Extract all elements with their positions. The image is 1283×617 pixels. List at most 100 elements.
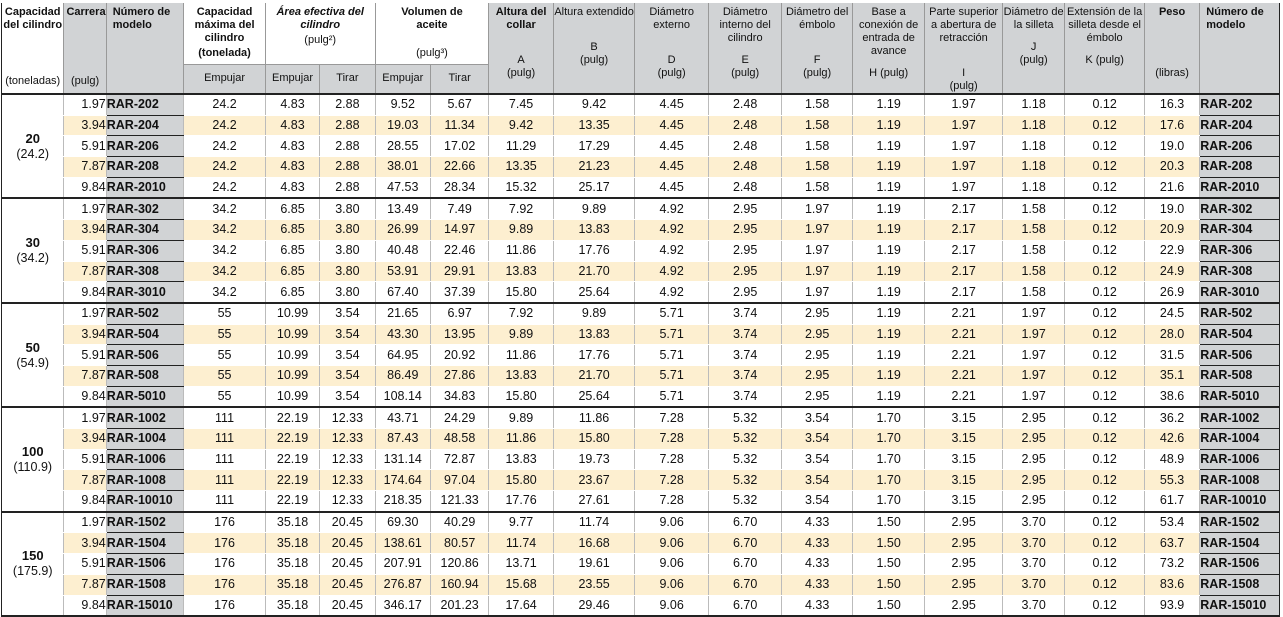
weight-cell: 20.3 (1143, 156, 1200, 178)
plunger-diameter-cell: 2.95 (781, 386, 853, 408)
table-row: 3.94 RAR-504 55 10.99 3.54 43.30 13.95 9.89 13.8… (2, 324, 1280, 346)
capacity-actual: (24.2) (16, 146, 50, 161)
area-push-cell: 35.18 (264, 532, 320, 555)
saddle-diameter-cell: 2.95 (1001, 406, 1065, 430)
weight-cell: 31.5 (1143, 344, 1200, 366)
header-oil-volume: Volumen de aceite (pulg³) (374, 3, 489, 65)
table-body: 20 (24.2) 1.97 RAR-202 24.2 4.83 2.88 9.52 5.67 7… (0, 92, 1280, 617)
collapsed-height-cell: 17.76 (488, 490, 554, 513)
volume-push-cell: 28.55 (374, 135, 431, 158)
retract-port-cell: 2.21 (924, 386, 1003, 408)
retract-port-cell: 2.17 (924, 240, 1003, 262)
plunger-diameter-cell: 1.58 (781, 135, 853, 158)
advance-port-cell: 1.19 (851, 115, 925, 137)
model-cell: RAR-506 (105, 344, 184, 366)
plunger-diameter-cell: 4.33 (781, 510, 853, 534)
extended-height-cell: 19.73 (552, 449, 635, 471)
stroke-cell: 9.84 (63, 490, 107, 513)
retract-port-cell: 2.21 (924, 324, 1003, 346)
area-push-cell: 6.85 (264, 219, 320, 241)
volume-pull-cell: 72.87 (429, 449, 489, 471)
plunger-diameter-cell: 3.54 (781, 490, 853, 513)
extended-height-cell: 17.29 (552, 135, 635, 158)
outside-diameter-cell: 9.06 (634, 532, 709, 555)
model-cell: RAR-206 (105, 135, 184, 158)
weight-cell: 21.6 (1143, 177, 1200, 199)
saddle-diameter-cell: 3.70 (1001, 510, 1065, 534)
retract-port-cell: 2.95 (924, 574, 1003, 596)
advance-port-cell: 1.19 (851, 365, 925, 387)
max-capacity-cell: 176 (183, 595, 266, 617)
extended-height-cell: 21.70 (552, 365, 635, 387)
area-pull-cell: 20.45 (319, 532, 376, 555)
header-saddle-extension: Extensión de la silleta desde el émbolo K… (1064, 3, 1145, 94)
saddle-extension-cell: 0.12 (1064, 301, 1145, 325)
plunger-diameter-cell: 1.97 (781, 219, 853, 241)
saddle-diameter-cell: 1.18 (1001, 135, 1065, 158)
area-pull-cell: 3.80 (319, 281, 376, 304)
retract-port-cell: 3.15 (924, 490, 1003, 513)
volume-push-cell: 218.35 (374, 490, 431, 513)
volume-push-cell: 346.17 (374, 595, 431, 617)
stroke-cell: 9.84 (63, 281, 107, 304)
plunger-diameter-cell: 2.95 (781, 344, 853, 366)
collapsed-height-cell: 7.92 (488, 301, 554, 325)
weight-cell: 38.6 (1143, 386, 1200, 408)
saddle-diameter-cell: 1.18 (1001, 92, 1065, 116)
outside-diameter-cell: 4.45 (634, 156, 709, 178)
area-pull-cell: 12.33 (319, 406, 376, 430)
inside-diameter-cell: 2.95 (707, 240, 782, 262)
weight-cell: 17.6 (1143, 115, 1200, 137)
inside-diameter-cell: 2.95 (707, 281, 782, 304)
collapsed-height-cell: 9.89 (488, 406, 554, 430)
model-cell: RAR-202 (105, 92, 184, 116)
model-right-cell: RAR-1506 (1199, 553, 1280, 575)
area-pull-cell: 3.54 (319, 386, 376, 408)
model-cell: RAR-1002 (105, 406, 184, 430)
volume-pull-cell: 14.97 (429, 219, 489, 241)
stroke-cell: 3.94 (63, 428, 107, 450)
saddle-extension-cell: 0.12 (1064, 386, 1145, 408)
volume-pull-cell: 34.83 (429, 386, 489, 408)
retract-port-cell: 3.15 (924, 406, 1003, 430)
weight-cell: 61.7 (1143, 490, 1200, 513)
weight-cell: 22.9 (1143, 240, 1200, 262)
area-push-cell: 10.99 (264, 301, 320, 325)
volume-pull-cell: 20.92 (429, 344, 489, 366)
volume-pull-cell: 37.39 (429, 281, 489, 304)
retract-port-cell: 2.17 (924, 197, 1003, 221)
outside-diameter-cell: 4.45 (634, 115, 709, 137)
extended-height-cell: 23.67 (552, 469, 635, 492)
model-cell: RAR-1004 (105, 428, 184, 450)
saddle-extension-cell: 0.12 (1064, 261, 1145, 283)
saddle-extension-cell: 0.12 (1064, 510, 1145, 534)
collapsed-height-cell: 15.32 (488, 177, 554, 199)
area-push-cell: 22.19 (264, 469, 320, 492)
collapsed-height-cell: 13.83 (488, 261, 554, 283)
collapsed-height-cell: 7.92 (488, 197, 554, 221)
outside-diameter-cell: 5.71 (634, 365, 709, 387)
advance-port-cell: 1.19 (851, 219, 925, 241)
volume-pull-cell: 121.33 (429, 490, 489, 513)
advance-port-cell: 1.50 (851, 595, 925, 617)
saddle-diameter-cell: 1.58 (1001, 197, 1065, 221)
saddle-extension-cell: 0.12 (1064, 240, 1145, 262)
saddle-diameter-cell: 3.70 (1001, 553, 1065, 575)
model-right-cell: RAR-302 (1199, 197, 1280, 221)
max-capacity-cell: 111 (183, 449, 266, 471)
max-capacity-cell: 176 (183, 574, 266, 596)
model-cell: RAR-302 (105, 197, 184, 221)
area-pull-cell: 12.33 (319, 469, 376, 492)
outside-diameter-cell: 7.28 (634, 490, 709, 513)
inside-diameter-cell: 6.70 (707, 532, 782, 555)
header-model-right: Número de modelo (1199, 3, 1280, 94)
volume-push-cell: 13.49 (374, 197, 431, 221)
max-capacity-cell: 24.2 (183, 156, 266, 178)
table-row: 7.87 RAR-508 55 10.99 3.54 86.49 27.86 13.83 21.… (2, 365, 1280, 387)
model-right-cell: RAR-508 (1199, 365, 1280, 387)
inside-diameter-cell: 2.48 (707, 135, 782, 158)
plunger-diameter-cell: 3.54 (781, 449, 853, 471)
inside-diameter-cell: 5.32 (707, 490, 782, 513)
outside-diameter-cell: 7.28 (634, 406, 709, 430)
model-right-cell: RAR-208 (1199, 156, 1280, 178)
